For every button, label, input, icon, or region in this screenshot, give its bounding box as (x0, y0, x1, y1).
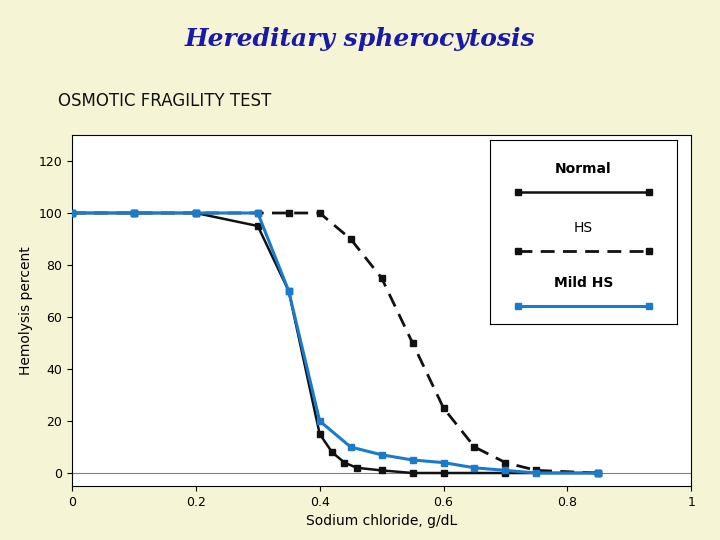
Text: Hereditary spherocytosis: Hereditary spherocytosis (185, 27, 535, 51)
Text: Normal: Normal (555, 163, 611, 177)
Text: Mild HS: Mild HS (554, 276, 613, 291)
Text: OSMOTIC FRAGILITY TEST: OSMOTIC FRAGILITY TEST (58, 92, 271, 110)
Y-axis label: Hemolysis percent: Hemolysis percent (19, 246, 33, 375)
Text: HS: HS (574, 221, 593, 235)
X-axis label: Sodium chloride, g/dL: Sodium chloride, g/dL (306, 514, 457, 528)
